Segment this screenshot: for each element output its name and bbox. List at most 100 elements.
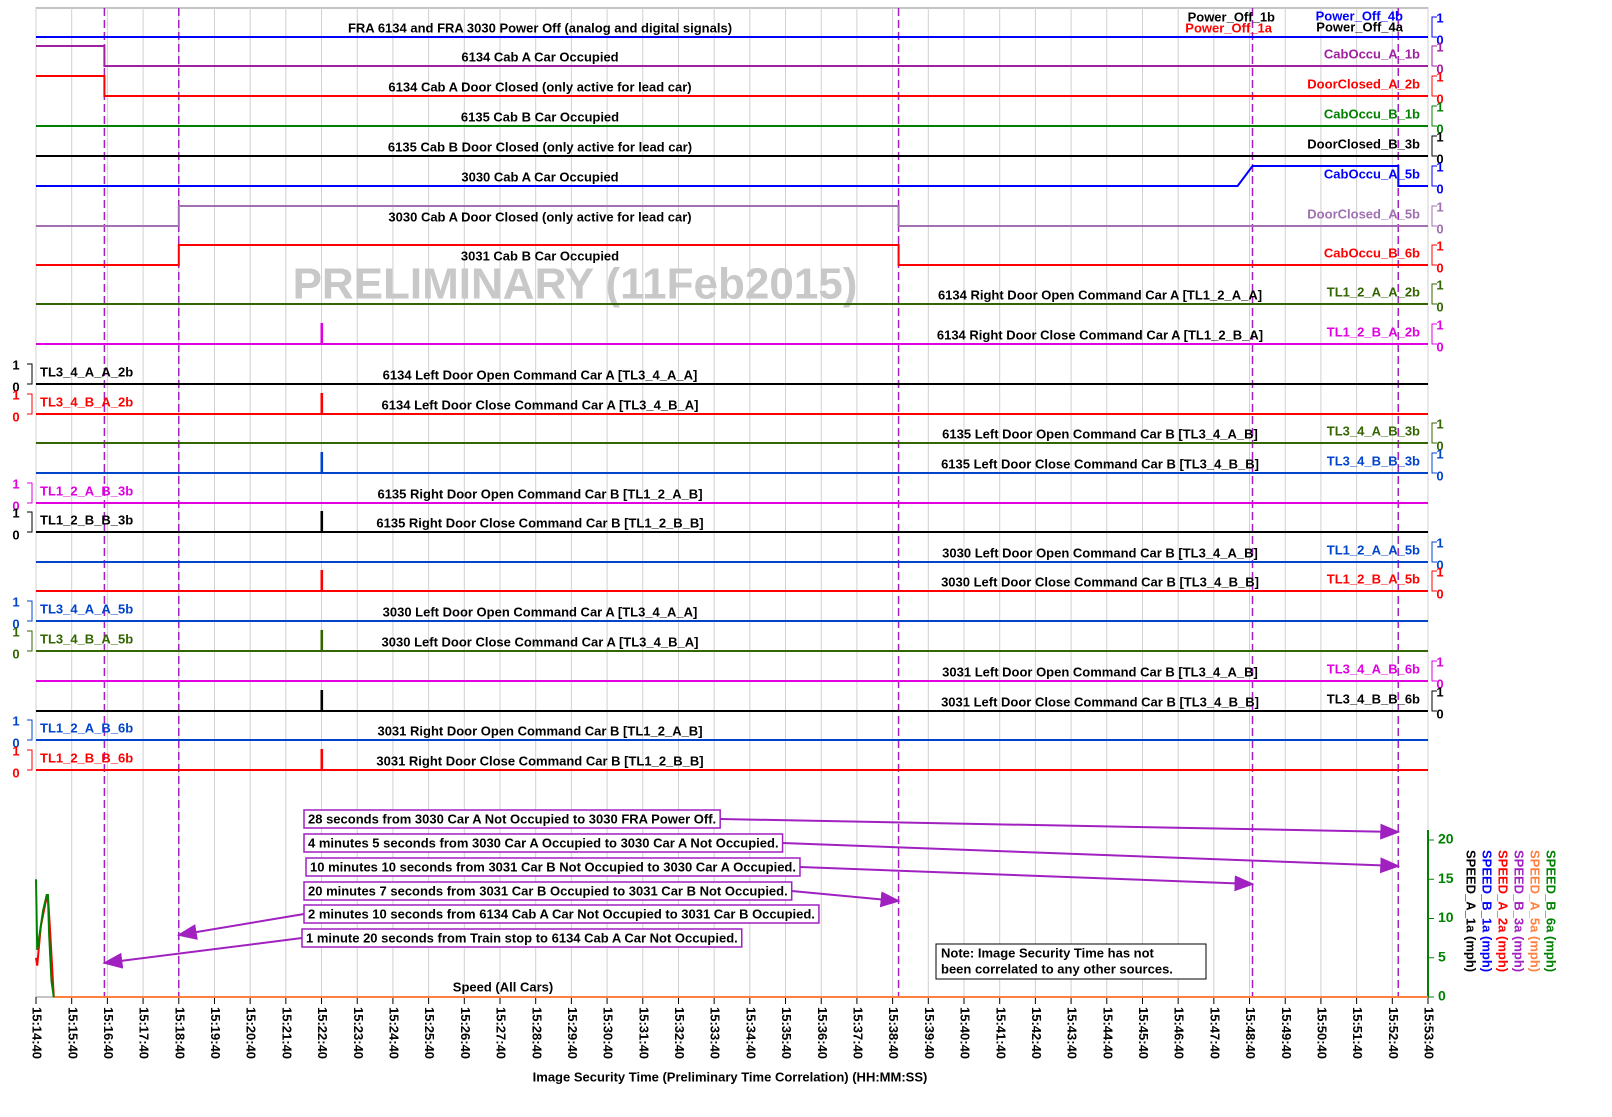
x-tick-label: 15:14:40 [30,1007,45,1059]
signal-line [36,393,1428,415]
signal-description: 6134 Cab A Door Closed (only active for … [388,79,691,94]
signal-line [36,323,1428,345]
signal-description: 3030 Left Door Close Command Car A [TL3_… [382,634,699,649]
y-bracket [1431,244,1437,266]
y-tick-label: 0 [1436,676,1443,691]
signal-name: DoorClosed_A_2b [1307,76,1420,91]
x-tick-label: 15:47:40 [1207,1007,1222,1059]
x-tick-label: 15:32:40 [672,1007,687,1059]
y-tick-label: 1 [1436,238,1443,253]
y-tick-label: 1 [1436,654,1443,669]
annotation-text: 4 minutes 5 seconds from 3030 Car A Occu… [308,835,779,850]
signal-description: 3031 Left Door Close Command Car B [TL3_… [941,694,1259,709]
x-tick-label: 15:24:40 [386,1007,401,1059]
legend-entry: SPEED_B_3a (mph) [1512,850,1527,972]
y-tick-label: 0 [12,735,19,750]
signal-description: 3031 Left Door Open Command Car B [TL3_4… [942,664,1258,679]
y-tick-label: 1 [1436,684,1443,699]
y-tick-label: 1 [12,357,19,372]
x-tick-label: 15:48:40 [1243,1007,1258,1059]
signal-description: 3030 Left Door Open Command Car A [TL3_4… [383,604,698,619]
y-tick-label: 0 [12,498,19,513]
signal-name: Power_Off_4a [1316,19,1403,34]
y-tick-label: 1 [12,743,19,758]
y-bracket [1431,75,1437,97]
x-tick-label: 15:42:40 [1029,1007,1044,1059]
x-tick-label: 15:37:40 [850,1007,865,1059]
signal-name: TL1_2_B_B_6b [40,750,133,765]
y-tick-label: 0 [12,765,19,780]
signal-description: 3030 Cab A Car Occupied [461,169,618,184]
signal-name: TL1_2_B_A_2b [1327,324,1420,339]
y-bracket [1431,205,1437,227]
x-tick-label: 15:39:40 [922,1007,937,1059]
x-axis-title: Image Security Time (Preliminary Time Co… [533,1069,928,1084]
x-tick-label: 15:15:40 [65,1007,80,1059]
x-tick-label: 15:25:40 [422,1007,437,1059]
signal-name: CabOccu_B_6b [1324,245,1420,260]
annotation: 28 seconds from 3030 Car A Not Occupied … [303,809,721,829]
signal-name: CabOccu_B_1b [1324,106,1420,121]
y-tick-label: 0 [1436,586,1443,601]
y-tick-label: 1 [1436,416,1443,431]
y-bracket [27,600,33,622]
signal-description: 3030 Cab A Door Closed (only active for … [388,209,691,224]
x-tick-label: 15:23:40 [351,1007,366,1059]
x-tick-label: 15:33:40 [708,1007,723,1059]
y-tick-label: 0 [1436,557,1443,572]
legend-entry: SPEED_A_1a (mph) [1464,850,1479,972]
y-tick-label: 0 [1436,706,1443,721]
signal-name: TL3_4_B_B_6b [1327,691,1420,706]
signal-name: TL1_2_A_B_3b [40,483,133,498]
y-tick-label: 10 [1438,909,1454,925]
signal-description: 6134 Right Door Open Command Car A [TL1_… [938,287,1262,302]
y-tick-label: 15 [1438,870,1454,886]
y-bracket [1431,660,1437,682]
signal-name: TL3_4_B_A_5b [40,631,133,646]
annotation-text: 1 minute 20 seconds from Train stop to 6… [306,930,738,945]
annotation: 4 minutes 5 seconds from 3030 Car A Occu… [303,833,784,853]
signal-description: FRA 6134 and FRA 3030 Power Off (analog … [348,20,732,35]
y-tick-label: 1 [1436,564,1443,579]
signal-name: DoorClosed_B_3b [1307,136,1420,151]
y-bracket [27,749,33,771]
x-tick-label: 15:51:40 [1350,1007,1365,1059]
signal-name: TL1_2_A_B_6b [40,720,133,735]
y-tick-label: 1 [1436,69,1443,84]
y-tick-label: 1 [12,476,19,491]
x-tick-label: 15:45:40 [1136,1007,1151,1059]
note-box [935,943,1207,980]
y-tick-label: 1 [1436,277,1443,292]
x-tick-label: 15:28:40 [529,1007,544,1059]
y-tick-label: 0 [1436,61,1443,76]
signal-description: 3031 Right Door Close Command Car B [TL1… [376,753,703,768]
x-tick-label: 15:50:40 [1314,1007,1329,1059]
annotation-arrow [176,913,305,940]
y-tick-label: 1 [1436,99,1443,114]
x-tick-label: 15:30:40 [601,1007,616,1059]
y-bracket [1431,105,1437,127]
signal-name: TL1_2_B_A_5b [1327,571,1420,586]
signal-name: TL3_4_B_B_3b [1327,453,1420,468]
x-tick-label: 15:35:40 [779,1007,794,1059]
y-bracket [27,393,33,415]
signal-line [36,45,1428,67]
x-tick-label: 15:18:40 [172,1007,187,1059]
x-tick-label: 15:17:40 [137,1007,152,1059]
y-tick-label: 5 [1438,948,1446,964]
x-tick-label: 15:34:40 [743,1007,758,1059]
annotation: 10 minutes 10 seconds from 3031 Car B No… [305,857,801,877]
x-tick-label: 15:21:40 [279,1007,294,1059]
note-text: been correlated to any other sources. [941,961,1173,976]
y-bracket [27,511,33,533]
signal-name: TL3_4_A_B_6b [1327,661,1420,676]
y-tick-label: 0 [1436,438,1443,453]
y-tick-label: 0 [12,646,19,661]
y-tick-label: 1 [12,387,19,402]
y-bracket [1431,45,1437,67]
signal-line [36,165,1428,187]
y-tick-label: 0 [1436,299,1443,314]
annotation-text: 28 seconds from 3030 Car A Not Occupied … [308,811,716,826]
signal-description: 6134 Cab A Car Occupied [461,49,618,64]
